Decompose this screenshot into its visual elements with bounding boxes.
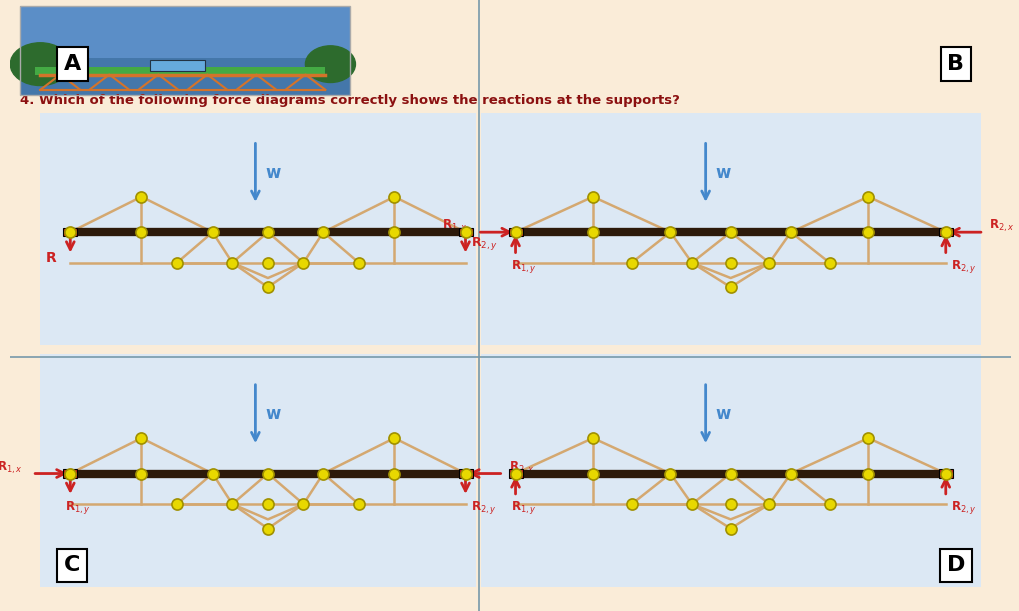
Text: w: w: [715, 164, 731, 181]
Text: R: R: [45, 251, 56, 265]
Text: R$_{1,y}$: R$_{1,y}$: [511, 258, 536, 275]
Text: w: w: [265, 405, 281, 423]
Text: 4. Which of the following force diagrams correctly shows the reactions at the su: 4. Which of the following force diagrams…: [20, 94, 680, 107]
Text: R$_{2,y}$: R$_{2,y}$: [951, 499, 976, 516]
Bar: [63, 469, 77, 478]
Text: D: D: [947, 555, 965, 575]
Bar: [459, 228, 473, 236]
Bar: [508, 469, 523, 478]
Text: R$_{1,y}$: R$_{1,y}$: [65, 499, 91, 516]
Bar: [508, 228, 523, 236]
Text: R$_{2,y}$: R$_{2,y}$: [471, 499, 496, 516]
Bar: [481, 354, 980, 587]
Bar: [20, 6, 351, 95]
Bar: [938, 228, 953, 236]
Text: w: w: [265, 164, 281, 181]
Bar: [151, 60, 206, 71]
Bar: [36, 67, 325, 75]
Ellipse shape: [10, 43, 70, 86]
Text: R$_{1,x}$: R$_{1,x}$: [0, 459, 22, 475]
Text: A: A: [63, 54, 81, 74]
Bar: [41, 113, 476, 345]
Text: R$_{2,x}$: R$_{2,x}$: [508, 459, 534, 475]
Text: R$_{2,x}$: R$_{2,x}$: [988, 218, 1014, 234]
Text: R$_{2,y}$: R$_{2,y}$: [951, 258, 976, 275]
Bar: [20, 58, 351, 95]
Bar: [63, 228, 77, 236]
Text: w: w: [715, 405, 731, 423]
Bar: [20, 6, 351, 95]
Bar: [459, 469, 473, 478]
Text: R$_{1,x}$: R$_{1,x}$: [442, 218, 468, 234]
Ellipse shape: [306, 46, 356, 82]
Text: R$_{1,y}$: R$_{1,y}$: [511, 499, 536, 516]
Bar: [938, 469, 953, 478]
Bar: [41, 354, 476, 587]
Text: B: B: [948, 54, 964, 74]
Text: R$_{2,y}$: R$_{2,y}$: [471, 235, 497, 252]
Bar: [481, 113, 980, 345]
Text: C: C: [64, 555, 81, 575]
